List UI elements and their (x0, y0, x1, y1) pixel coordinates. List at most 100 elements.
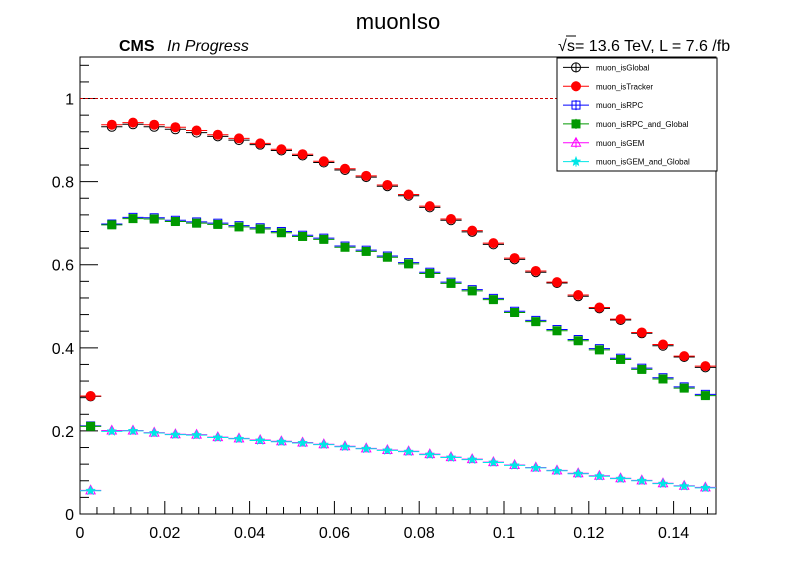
legend-label: muon_isGlobal (596, 63, 650, 72)
data-point (657, 477, 669, 489)
data-point (571, 81, 581, 92)
x-tick-label: 0.1 (493, 525, 515, 542)
data-point (107, 220, 117, 230)
lumi-prefix: s (567, 38, 575, 55)
data-point (700, 391, 710, 401)
data-point (382, 252, 392, 262)
data-point (571, 100, 581, 110)
series-muon_isRPC_and_Global (80, 214, 716, 431)
data-point (318, 156, 329, 167)
data-point (425, 268, 435, 278)
y-tick-label: 0.8 (52, 175, 74, 192)
legend-entry: muon_isRPC_and_Global (563, 118, 689, 129)
data-point (339, 440, 351, 452)
data-point (658, 374, 668, 384)
data-point (571, 62, 581, 73)
data-point (319, 234, 329, 244)
legend-label: muon_isRPC (596, 101, 643, 110)
data-point (615, 314, 626, 325)
lumi-text: = 13.6 TeV, L = 7.6 /fb (575, 38, 730, 55)
data-point (570, 136, 582, 147)
data-point (191, 429, 203, 440)
data-point (488, 238, 499, 249)
data-point (573, 336, 583, 346)
legend-entry: muon_isRPC (563, 100, 643, 111)
data-point (594, 345, 604, 355)
data-point (594, 302, 605, 313)
data-point (86, 421, 96, 431)
data-point (552, 326, 562, 336)
data-point (255, 224, 265, 234)
legend-entry: muon_isGEM_and_Global (563, 155, 690, 167)
x-tick-label: 0 (76, 525, 85, 542)
data-point (509, 253, 520, 264)
data-point (678, 480, 690, 491)
data-point (530, 265, 541, 276)
data-point (128, 117, 138, 128)
data-point (404, 259, 414, 269)
data-point (531, 317, 541, 327)
data-point (297, 437, 309, 448)
data-point (192, 218, 202, 228)
data-point (446, 278, 456, 288)
data-point (106, 119, 117, 130)
data-point (403, 189, 414, 200)
data-point (615, 472, 627, 484)
data-point (255, 138, 266, 149)
data-point (360, 443, 372, 454)
data-point (636, 327, 647, 338)
plot-frame (79, 56, 717, 515)
data-point (254, 434, 266, 446)
data-point (340, 163, 350, 174)
data-point (298, 231, 308, 241)
data-point (234, 133, 244, 144)
data-point (424, 448, 436, 460)
data-point (127, 425, 139, 436)
data-point (700, 361, 711, 372)
data-point (191, 125, 202, 136)
data-point (149, 119, 160, 130)
data-point (679, 351, 690, 362)
series-muon_isGEM_and_Global (80, 425, 716, 496)
legend-label: muon_isTracker (596, 82, 653, 91)
data-point (276, 144, 287, 155)
data-point (234, 222, 244, 232)
data-point (318, 438, 330, 450)
lumi-label: √ s = 13.6 TeV, L = 7.6 /fb (558, 35, 730, 55)
data-point (571, 119, 581, 129)
y-tick-label: 0 (65, 507, 74, 524)
sqrt-symbol-icon: √ (558, 38, 567, 55)
data-point (658, 339, 668, 350)
data-point (487, 456, 499, 468)
data-point (170, 217, 180, 227)
y-tick-label: 0.6 (52, 258, 74, 275)
y-tick-label: 0.4 (52, 341, 74, 358)
data-point (552, 277, 562, 288)
y-tick-label: 1 (65, 92, 74, 109)
data-point (572, 467, 584, 479)
data-point (488, 295, 498, 305)
status-label: In Progress (167, 38, 249, 55)
data-point (445, 451, 457, 463)
data-point (169, 428, 181, 440)
data-point (149, 214, 159, 224)
data-point (85, 485, 97, 496)
data-point (213, 219, 223, 229)
data-point (637, 364, 647, 374)
legend-label: muon_isGEM (596, 139, 645, 148)
data-point (212, 129, 223, 140)
x-tick-label: 0.14 (658, 525, 689, 542)
data-point (403, 445, 415, 457)
cms-label: CMS (119, 38, 155, 55)
data-point (85, 391, 96, 402)
legend-label: muon_isRPC_and_Global (596, 120, 689, 129)
data-point (466, 453, 478, 465)
legend-box (556, 57, 718, 172)
data-point (233, 433, 245, 444)
data-point (467, 225, 478, 236)
y-tick-label: 0.2 (52, 424, 74, 441)
data-point (381, 444, 393, 456)
legend-label: muon_isGEM_and_Global (596, 158, 690, 167)
x-tick-label: 0.02 (149, 525, 180, 542)
